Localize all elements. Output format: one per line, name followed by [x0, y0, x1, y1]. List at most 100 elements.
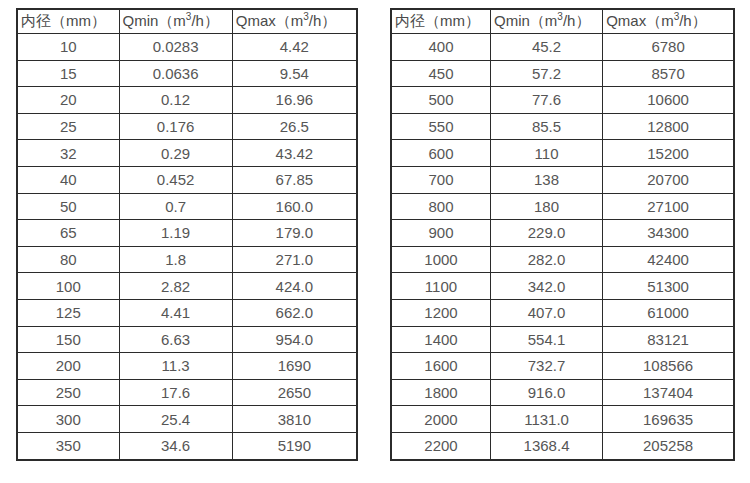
qmin-cell: 916.0 — [490, 379, 602, 406]
qmax-cell: 43.42 — [232, 140, 357, 167]
table-row: 1002.82424.0 — [17, 273, 357, 300]
table-row: 1254.41662.0 — [17, 299, 357, 326]
diameter-cell: 500 — [391, 87, 490, 114]
diameter-cell: 1000 — [391, 246, 490, 273]
header-row: 内径（mm） Qmin（m3/h） Qmax（m3/h） — [17, 9, 357, 34]
diameter-cell: 350 — [17, 432, 119, 459]
table-row: 80018027100 — [391, 193, 734, 220]
diameter-cell: 10 — [17, 34, 119, 61]
qmax-cell: 662.0 — [232, 299, 357, 326]
qmax-cell: 34300 — [603, 220, 734, 247]
table-row: 200.1216.96 — [17, 87, 357, 114]
qmin-cell: 0.29 — [119, 140, 232, 167]
qmin-cell: 1131.0 — [490, 406, 602, 433]
table-body: 100.02834.42150.06369.54200.1216.96250.1… — [17, 34, 357, 460]
table-row: 801.8271.0 — [17, 246, 357, 273]
diameter-cell: 150 — [17, 326, 119, 353]
qmin-cell: 57.2 — [490, 60, 602, 87]
diameter-cell: 2200 — [391, 432, 490, 459]
qmax-cell: 42400 — [603, 246, 734, 273]
table-row: 25017.62650 — [17, 379, 357, 406]
table-row: 55085.512800 — [391, 113, 734, 140]
qmax-cell: 108566 — [603, 353, 734, 380]
qmin-cell: 25.4 — [119, 406, 232, 433]
qmin-cell: 2.82 — [119, 273, 232, 300]
qmin-cell: 6.63 — [119, 326, 232, 353]
diameter-cell: 80 — [17, 246, 119, 273]
qmin-cell: 180 — [490, 193, 602, 220]
diameter-cell: 1800 — [391, 379, 490, 406]
table-row: 40045.26780 — [391, 34, 734, 61]
table-row: 250.17626.5 — [17, 113, 357, 140]
diameter-cell: 1200 — [391, 299, 490, 326]
diameter-cell: 25 — [17, 113, 119, 140]
table-row: 900229.034300 — [391, 220, 734, 247]
flow-spec-table-large-diameters: 内径（mm） Qmin（m3/h） Qmax（m3/h） 40045.26780… — [390, 8, 735, 461]
diameter-cell: 1100 — [391, 273, 490, 300]
diameter-cell: 2000 — [391, 406, 490, 433]
qmax-header-label: Qmax（m — [606, 12, 674, 29]
flow-spec-table-small-diameters: 内径（mm） Qmin（m3/h） Qmax（m3/h） 100.02834.4… — [16, 8, 358, 461]
qmax-cell: 20700 — [603, 166, 734, 193]
table-row: 1506.63954.0 — [17, 326, 357, 353]
table-row: 20001131.0169635 — [391, 406, 734, 433]
qmax-cell: 4.42 — [232, 34, 357, 61]
qmax-cell: 8570 — [603, 60, 734, 87]
qmin-cell: 11.3 — [119, 353, 232, 380]
qmin-cell: 282.0 — [490, 246, 602, 273]
qmin-cell: 85.5 — [490, 113, 602, 140]
qmax-cell: 12800 — [603, 113, 734, 140]
diameter-cell: 125 — [17, 299, 119, 326]
table-row: 1000282.042400 — [391, 246, 734, 273]
qmax-cell: 271.0 — [232, 246, 357, 273]
qmin-cell: 17.6 — [119, 379, 232, 406]
qmax-cell: 27100 — [603, 193, 734, 220]
qmin-cell: 0.0283 — [119, 34, 232, 61]
qmin-cell: 110 — [490, 140, 602, 167]
table-row: 30025.43810 — [17, 406, 357, 433]
qmin-cell: 407.0 — [490, 299, 602, 326]
table-row: 320.2943.42 — [17, 140, 357, 167]
qmin-cell: 77.6 — [490, 87, 602, 114]
qmax-cell: 424.0 — [232, 273, 357, 300]
diameter-header-label: 内径（mm） — [395, 12, 480, 29]
table-body: 40045.2678045057.2857050077.61060055085.… — [391, 34, 734, 460]
qmin-cell: 554.1 — [490, 326, 602, 353]
table-row: 100.02834.42 — [17, 34, 357, 61]
diameter-header-label: 内径（mm） — [21, 12, 106, 29]
diameter-cell: 65 — [17, 220, 119, 247]
qmax-cell: 2650 — [232, 379, 357, 406]
qmin-cell: 732.7 — [490, 353, 602, 380]
qmax-cell: 61000 — [603, 299, 734, 326]
qmax-cell: 205258 — [603, 432, 734, 459]
table-row: 50077.610600 — [391, 87, 734, 114]
diameter-cell: 300 — [17, 406, 119, 433]
qmin-cell: 0.7 — [119, 193, 232, 220]
diameter-cell: 32 — [17, 140, 119, 167]
qmin-cell: 138 — [490, 166, 602, 193]
qmax-cell: 16.96 — [232, 87, 357, 114]
qmin-header-label: Qmin（m — [494, 12, 557, 29]
diameter-cell: 50 — [17, 193, 119, 220]
table-row: 20011.31690 — [17, 353, 357, 380]
table-row: 45057.28570 — [391, 60, 734, 87]
qmin-header-unit-end: /h） — [563, 12, 591, 29]
qmax-cell: 67.85 — [232, 166, 357, 193]
qmax-cell: 26.5 — [232, 113, 357, 140]
diameter-cell: 700 — [391, 166, 490, 193]
qmin-cell: 0.12 — [119, 87, 232, 114]
table-row: 400.45267.85 — [17, 166, 357, 193]
qmax-cell: 954.0 — [232, 326, 357, 353]
qmin-cell: 0.452 — [119, 166, 232, 193]
table-header: 内径（mm） Qmin（m3/h） Qmax（m3/h） — [17, 9, 357, 34]
qmax-cell: 6780 — [603, 34, 734, 61]
table-row: 60011015200 — [391, 140, 734, 167]
qmax-cell: 9.54 — [232, 60, 357, 87]
qmin-cell: 229.0 — [490, 220, 602, 247]
diameter-cell: 1400 — [391, 326, 490, 353]
qmin-cell: 34.6 — [119, 432, 232, 459]
qmin-cell: 0.176 — [119, 113, 232, 140]
diameter-cell: 20 — [17, 87, 119, 114]
diameter-cell: 400 — [391, 34, 490, 61]
diameter-cell: 250 — [17, 379, 119, 406]
